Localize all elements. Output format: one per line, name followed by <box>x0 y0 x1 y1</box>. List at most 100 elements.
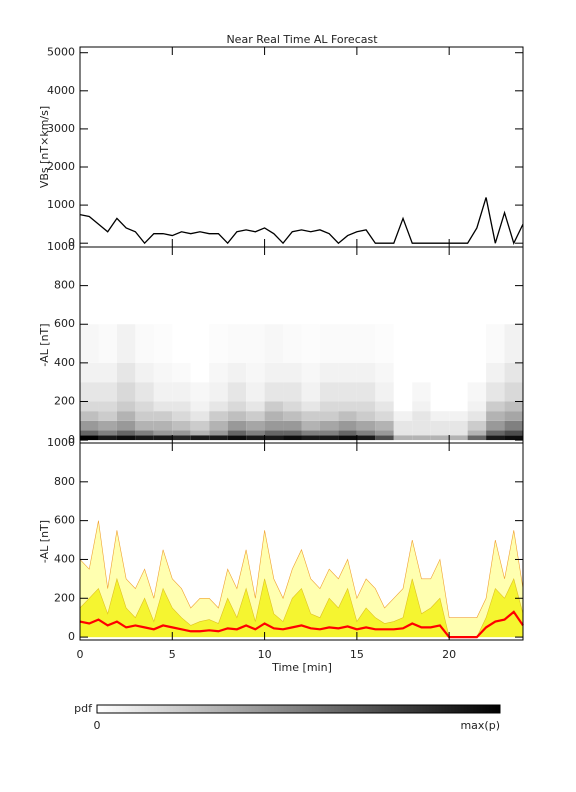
heat-cell <box>486 411 505 421</box>
y-tick-label: 800 <box>54 475 75 488</box>
heat-cell <box>486 435 505 441</box>
heat-cell <box>283 324 302 363</box>
heat-cell <box>283 411 302 421</box>
heat-cell <box>301 420 320 431</box>
heat-cell <box>227 411 247 421</box>
y-axis-label: -AL [nT] <box>38 323 51 366</box>
heat-cell <box>504 430 523 436</box>
heat-cell <box>449 420 468 431</box>
heat-cell <box>153 435 173 441</box>
heat-cell <box>172 401 191 412</box>
heat-cell <box>135 382 154 402</box>
x-tick-label: 0 <box>77 648 84 661</box>
heat-cell <box>190 324 210 363</box>
y-tick-label: 0 <box>68 630 75 643</box>
y-tick-label: 5000 <box>47 46 75 59</box>
heat-cell <box>356 435 376 441</box>
heat-cell <box>116 411 136 421</box>
heat-cell <box>264 420 284 431</box>
heat-cell <box>209 382 228 402</box>
heat-cell <box>449 324 468 363</box>
heat-cell <box>190 362 210 383</box>
heat-cell <box>80 382 99 402</box>
heat-cell <box>338 324 357 363</box>
heat-cell <box>356 411 376 421</box>
heat-cell <box>153 401 173 412</box>
heat-cell <box>412 382 431 402</box>
heat-cell <box>356 430 376 436</box>
y-tick-label: 400 <box>54 552 75 565</box>
heat-cell <box>449 435 468 441</box>
colorbar-max: max(p) <box>460 719 500 732</box>
heat-cell <box>393 411 413 421</box>
heat-cell <box>135 420 154 431</box>
heat-cell <box>283 420 302 431</box>
heat-cell <box>172 382 191 402</box>
heat-cell <box>393 382 413 402</box>
y-axis-label: -AL [nT] <box>38 520 51 563</box>
heat-cell <box>209 420 228 431</box>
heat-cell <box>264 411 284 421</box>
colorbar-min: 0 <box>94 719 101 732</box>
heat-cell <box>153 420 173 431</box>
heat-cell <box>116 435 136 441</box>
heat-cell <box>98 435 117 441</box>
heat-cell <box>430 362 450 383</box>
heat-cell <box>209 401 228 412</box>
heat-cell <box>301 435 320 441</box>
heat-cell <box>319 411 339 421</box>
heat-cell <box>393 430 413 436</box>
heat-cell <box>504 401 523 412</box>
heat-cell <box>375 401 394 412</box>
heat-cell <box>393 324 413 363</box>
x-tick-label: 10 <box>258 648 272 661</box>
y-tick-label: 1000 <box>47 240 75 253</box>
heat-cell <box>190 430 210 436</box>
heat-cell <box>135 324 154 363</box>
heat-cell <box>264 362 284 383</box>
heat-cell <box>98 420 117 431</box>
heat-cell <box>412 324 431 363</box>
heat-cell <box>246 362 265 383</box>
heat-cell <box>504 382 523 402</box>
heat-cell <box>486 362 505 383</box>
heat-cell <box>135 430 154 436</box>
heat-cell <box>246 435 265 441</box>
heat-cell <box>80 362 99 383</box>
y-tick-label: 200 <box>54 591 75 604</box>
heat-cell <box>467 382 487 402</box>
heat-cell <box>375 324 394 363</box>
heat-cell <box>227 324 247 363</box>
heat-cell <box>246 430 265 436</box>
heat-cell <box>449 382 468 402</box>
heat-cell <box>319 324 339 363</box>
heat-cell <box>338 411 357 421</box>
heat-cell <box>338 382 357 402</box>
heat-cell <box>98 382 117 402</box>
heat-cell <box>338 362 357 383</box>
heat-cell <box>116 420 136 431</box>
y-tick-label: 600 <box>54 317 75 330</box>
heat-cell <box>227 430 247 436</box>
heat-cell <box>393 420 413 431</box>
heat-cell <box>486 401 505 412</box>
heat-cell <box>172 362 191 383</box>
heat-cell <box>356 382 376 402</box>
heat-cell <box>209 324 228 363</box>
heat-cell <box>98 430 117 436</box>
heat-cell <box>504 411 523 421</box>
heat-cell <box>356 362 376 383</box>
heat-cell <box>98 324 117 363</box>
heat-cell <box>467 430 487 436</box>
heat-cell <box>116 362 136 383</box>
heat-cell <box>227 382 247 402</box>
heat-cell <box>153 430 173 436</box>
heat-cell <box>209 362 228 383</box>
heat-cell <box>504 324 523 363</box>
heat-cell <box>264 324 284 363</box>
heat-cell <box>412 420 431 431</box>
heat-cell <box>116 382 136 402</box>
heat-cell <box>449 362 468 383</box>
colorbar-label: pdf <box>74 702 93 715</box>
